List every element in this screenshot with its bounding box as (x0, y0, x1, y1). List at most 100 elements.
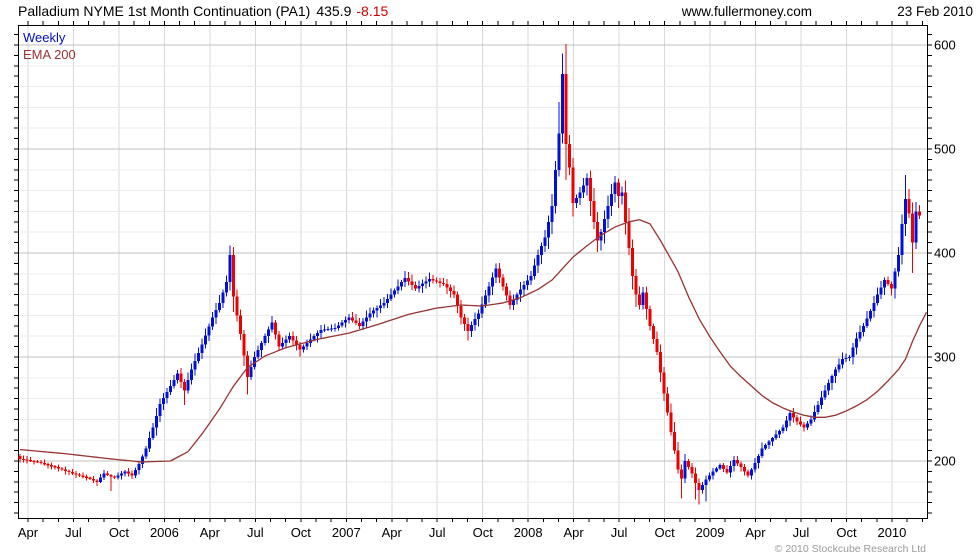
candle-body-up (578, 192, 582, 198)
candle-body-down (596, 221, 599, 241)
candle-body-up (148, 438, 151, 449)
candle-body-down (407, 277, 410, 282)
candle-body-up (582, 185, 585, 193)
candle-body-up (876, 294, 879, 303)
candle-body-up (729, 466, 732, 473)
candle-body-up (536, 255, 540, 266)
candle-body-up (344, 320, 347, 323)
candle-body-down (71, 472, 74, 474)
candle-body-up (561, 74, 564, 134)
candle-body-down (673, 431, 676, 451)
candle-body-down (669, 412, 673, 432)
candle-body-up (326, 328, 330, 331)
candle-body-down (631, 247, 634, 276)
candle-body-up (428, 279, 431, 282)
candle-body-up (375, 308, 379, 311)
x-axis-label: Oct (473, 525, 494, 540)
x-axis-label: Jul (793, 525, 810, 540)
gridlines (18, 25, 928, 518)
candle-body-up (337, 325, 340, 328)
candle-body-down (435, 280, 438, 282)
candle-body-up (477, 313, 480, 320)
candle-body-down (886, 280, 890, 285)
candle-body-up (827, 383, 830, 391)
candle-body-down (95, 480, 99, 482)
candle-body-up (841, 359, 844, 365)
candle-body-up (522, 284, 526, 290)
candle-body-down (645, 292, 648, 310)
candle-body-up (851, 347, 855, 357)
y-axis-label: 500 (934, 142, 956, 157)
candle-body-down (662, 372, 666, 394)
candle-body-up (144, 448, 148, 457)
candle-body-down (736, 459, 739, 464)
candle-body-down (564, 74, 568, 144)
candle-body-down (466, 324, 470, 331)
candle-body-up (813, 412, 816, 420)
candle-body-down (795, 417, 799, 422)
candle-body-down (414, 284, 417, 289)
candle-body-down (638, 294, 641, 305)
candle-body-up (372, 310, 375, 314)
candle-body-down (92, 479, 95, 481)
candle-body-up (519, 289, 522, 295)
candle-body-up (767, 441, 771, 446)
x-axis-label: 2006 (150, 525, 179, 540)
candle-body-down (911, 213, 914, 243)
ema-line (19, 219, 928, 463)
legend-weekly: Weekly (23, 30, 66, 45)
candle-body-down (890, 284, 893, 289)
candle-body-up (316, 333, 319, 337)
candle-body-down (88, 477, 92, 480)
candle-body-down (36, 461, 39, 463)
candle-body-up (330, 328, 333, 330)
candle-body-down (624, 192, 627, 222)
candle-body-up (760, 448, 764, 456)
candle-body-up (386, 298, 389, 303)
candle-body-down (60, 468, 64, 470)
candle-body-down (694, 473, 697, 483)
candle-body-up (575, 197, 578, 204)
candle-body-down (697, 482, 701, 491)
candle-body-up (396, 286, 400, 291)
x-axis-label: Jul (65, 525, 82, 540)
candle-body-up (155, 415, 158, 428)
candle-body-up (585, 178, 589, 186)
candle-body-up (816, 404, 820, 413)
candle-body-up (361, 321, 365, 326)
candle-body-down (690, 467, 694, 474)
copyright-notice: © 2010 Stockcube Research Ltd (775, 543, 926, 555)
candle-body-up (365, 317, 368, 322)
candle-body-up (515, 294, 519, 300)
candle-body-up (708, 475, 711, 480)
candle-body-up (526, 280, 529, 285)
y-axis-label: 400 (934, 246, 956, 261)
candle-body-up (120, 473, 123, 476)
x-axis-label: Apr (382, 525, 403, 540)
candle-body-down (46, 464, 50, 466)
candle-body-up (228, 255, 232, 283)
candle-body-up (785, 420, 788, 428)
candle-body-up (158, 403, 162, 416)
x-axis-label: Apr (745, 525, 766, 540)
candle-body-down (792, 413, 795, 418)
candle-body-up (253, 357, 256, 367)
candle-body-up (904, 198, 907, 224)
candle-body-down (438, 281, 442, 283)
candle-body-up (715, 468, 718, 472)
instrument-name: Palladium NYME 1st Month Continuation (P… (18, 3, 310, 19)
x-axis-label: Apr (18, 525, 39, 540)
candle-body-down (498, 268, 501, 278)
candle-body-up (872, 302, 876, 312)
candle-body-up (302, 346, 305, 350)
candle-body-up (848, 357, 851, 359)
candle-body-up (204, 335, 207, 345)
candle-body-down (746, 471, 750, 476)
candle-body-up (190, 369, 193, 380)
candle-body-down (799, 421, 802, 425)
axis-labels: 200 300 400 500 600 Apr Jul Oct 2006 Apr Jul Oct 200… (18, 38, 956, 541)
candle-body-down (725, 468, 729, 473)
candle-body-down (29, 460, 32, 462)
candle-body-down (676, 450, 680, 470)
